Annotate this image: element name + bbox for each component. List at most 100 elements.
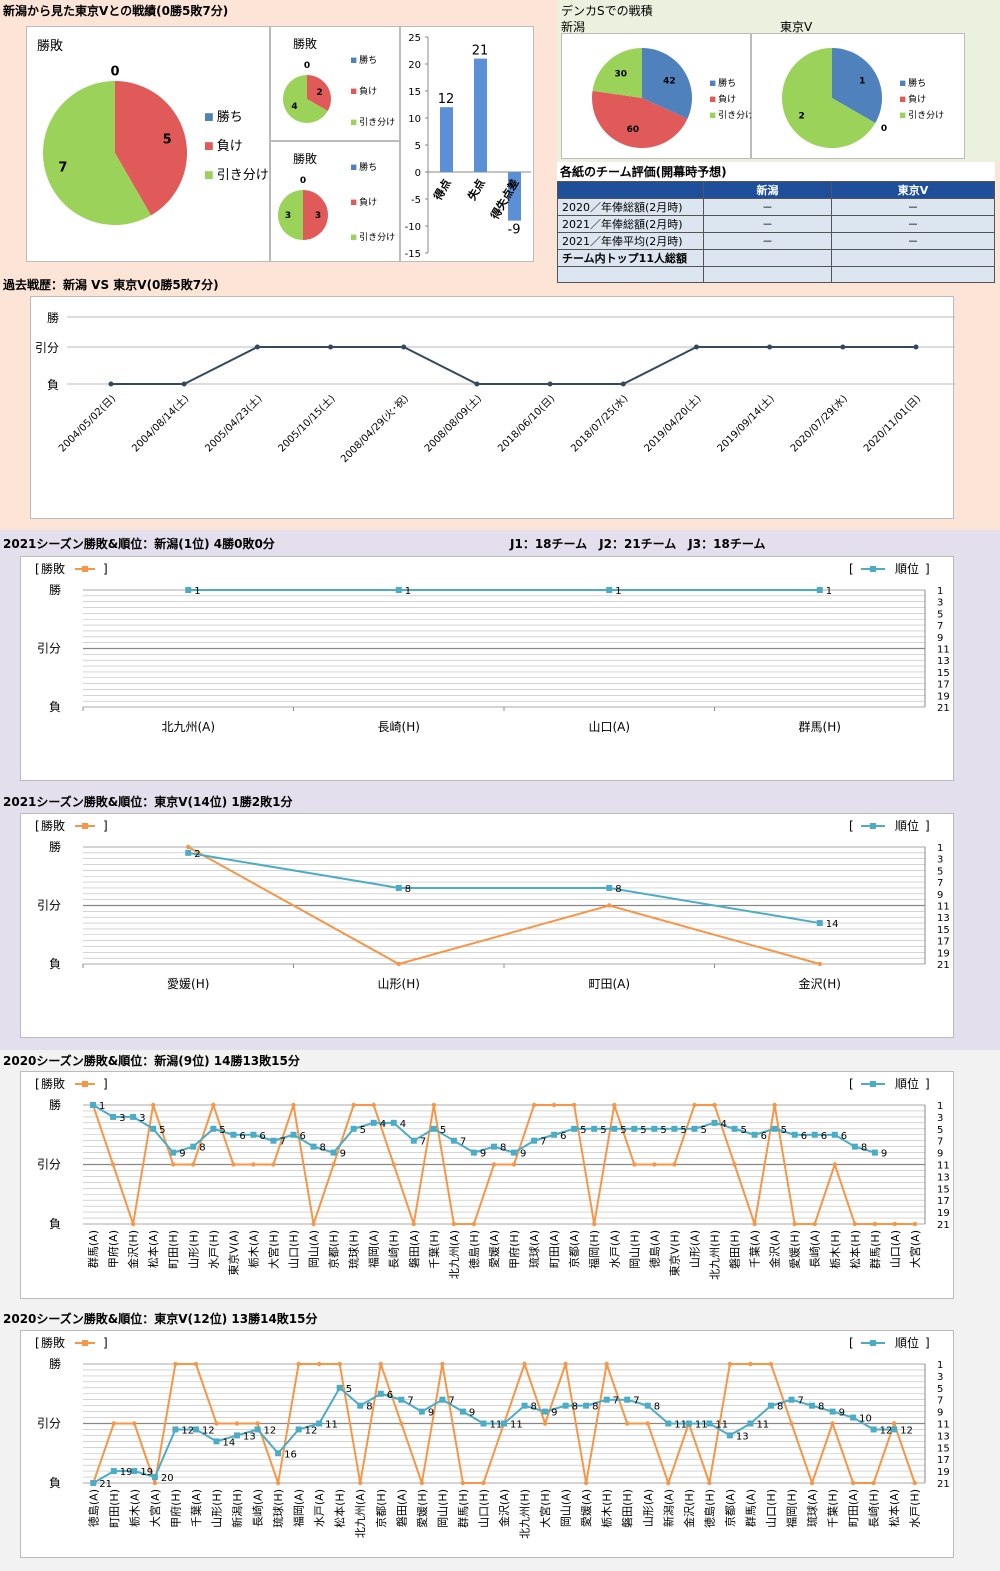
rank-marker	[110, 1113, 117, 1120]
eval-cell: －	[830, 215, 996, 233]
x-category-label: 岡山(A)	[560, 1489, 573, 1527]
x-category-label: 岡山(A)	[308, 1230, 321, 1268]
x-category-label: 愛媛(A)	[487, 1230, 501, 1268]
legend-swatch	[351, 57, 357, 63]
x-category-label: 徳島(H)	[467, 1230, 481, 1269]
season-title-1: 2021シーズン勝敗&順位：新潟(1位) 4勝0敗0分	[3, 537, 275, 551]
rank-value-label: 7	[407, 1396, 413, 1407]
x-category-label: 大宮(A)	[148, 1489, 162, 1527]
rank-value-label: 5	[640, 1125, 646, 1136]
rank-value-label: 8	[405, 884, 411, 895]
wl-marker	[772, 1102, 777, 1108]
wl-marker	[271, 1162, 276, 1167]
eval-cell	[830, 249, 996, 267]
wl-marker	[732, 1162, 737, 1167]
x-category-label: 新潟(H)	[230, 1489, 244, 1528]
rank-marker	[230, 1131, 237, 1138]
rank-tick-label: 11	[937, 902, 950, 913]
season-y-label: 引分	[37, 899, 61, 913]
rank-tick-label: 15	[937, 1184, 950, 1195]
rank-value-label: 8	[572, 1402, 578, 1413]
rank-marker	[816, 920, 823, 927]
rank-value-label: 10	[859, 1414, 872, 1425]
legend-swatch	[710, 80, 716, 86]
x-category-label: 水戸(A)	[608, 1230, 621, 1268]
x-category-label: 水戸(H)	[207, 1230, 220, 1269]
legend-label: 引き分け	[359, 117, 395, 128]
x-category-label: 北九州(A)	[354, 1489, 367, 1538]
legend-swatch	[205, 113, 213, 121]
history-date-label: 2018/07/25(水)	[569, 393, 631, 455]
x-category-label: 山形(H)	[187, 1230, 200, 1269]
rank-value-label: 12	[900, 1425, 913, 1436]
rank-marker	[439, 1396, 446, 1403]
wl-marker	[625, 1421, 630, 1426]
rank-marker	[583, 1402, 590, 1409]
x-category-label: 町田(A)	[847, 1489, 860, 1527]
rank-value-label: 8	[615, 884, 621, 895]
wl-marker	[607, 903, 612, 908]
wl-marker	[817, 961, 822, 967]
rank-value-label: 9	[881, 1149, 887, 1160]
wl-marker	[371, 1102, 376, 1108]
rank-tick-label: 3	[937, 855, 943, 866]
wl-marker	[748, 1361, 753, 1367]
wl-marker	[809, 1480, 815, 1486]
rank-marker	[791, 1131, 798, 1138]
eval-header-cell	[557, 181, 704, 199]
legend-swatch	[900, 96, 906, 102]
pie-slice-1	[303, 190, 328, 240]
wl-marker	[150, 1102, 156, 1108]
rank-marker	[275, 1450, 282, 1457]
legend-label: 勝ち	[359, 161, 377, 173]
wl-marker	[522, 1361, 527, 1367]
rank-marker	[521, 1402, 528, 1409]
pie-home-panel: 勝敗 0 2 4 勝ち 負け 引き分け	[270, 26, 400, 141]
rank-value-label: 6	[300, 1131, 306, 1142]
season-y-label: 負	[49, 700, 61, 714]
history-point	[547, 381, 553, 387]
rank-line	[92, 1386, 895, 1484]
season-panel-1: [勝敗][順位] 勝引分負 1 3 5 7 9 11 13 15 17 19 21 北九州(A) 長崎(H)…	[20, 556, 954, 781]
rank-value-label: 9	[839, 1408, 845, 1419]
rank-marker	[459, 1408, 466, 1415]
x-category-label: 京都(A)	[567, 1230, 581, 1268]
pie-value-label: 0	[110, 64, 119, 79]
x-category-label: 松本(H)	[848, 1230, 862, 1269]
rank-marker	[357, 1402, 364, 1409]
rank-marker	[210, 1125, 217, 1132]
rank-value-label: 9	[428, 1408, 434, 1419]
rank-value-label: 11	[489, 1420, 502, 1431]
history-date-label: 2005/10/15(土)	[275, 392, 338, 455]
history-date-label: 2018/06/10(日)	[496, 393, 557, 454]
rank-marker	[644, 1402, 651, 1409]
legend-rank-bracket: ]	[925, 819, 930, 833]
rank-value-label: 5	[660, 1125, 666, 1136]
rank-value-label: 9	[520, 1149, 526, 1160]
legend-wl-bracket: [	[35, 819, 40, 833]
rank-tick-label: 15	[937, 1443, 950, 1454]
rank-value-label: 8	[366, 1402, 372, 1413]
wl-marker	[191, 1162, 196, 1167]
rank-marker	[316, 1420, 323, 1427]
rank-tick-label: 5	[937, 1384, 943, 1395]
wl-line	[187, 846, 821, 966]
eval-cell	[703, 266, 832, 283]
rank-value-label: 6	[560, 1131, 566, 1142]
x-category-label: 松本(A)	[146, 1230, 160, 1268]
pie-slice-2	[782, 48, 876, 148]
rank-marker	[811, 1131, 818, 1138]
legend-rank-label: 順位	[895, 818, 919, 833]
rank-marker	[370, 1119, 377, 1126]
x-category-label: 山形(H)	[210, 1489, 223, 1528]
rank-value-label: 16	[284, 1449, 297, 1460]
legend-label: 引き分け	[217, 168, 269, 183]
rank-value-label: 5	[600, 1125, 606, 1136]
rank-marker	[829, 1408, 836, 1415]
eval-panel: 各紙のチーム評価(開幕時予想) 新潟 東京V 2020／年俸総額(2月時) －－ 202…	[557, 162, 996, 283]
x-category-label: 北九州(H)	[709, 1230, 722, 1280]
rank-value-label: 9	[179, 1149, 185, 1160]
rank-tick-label: 19	[937, 1467, 950, 1478]
